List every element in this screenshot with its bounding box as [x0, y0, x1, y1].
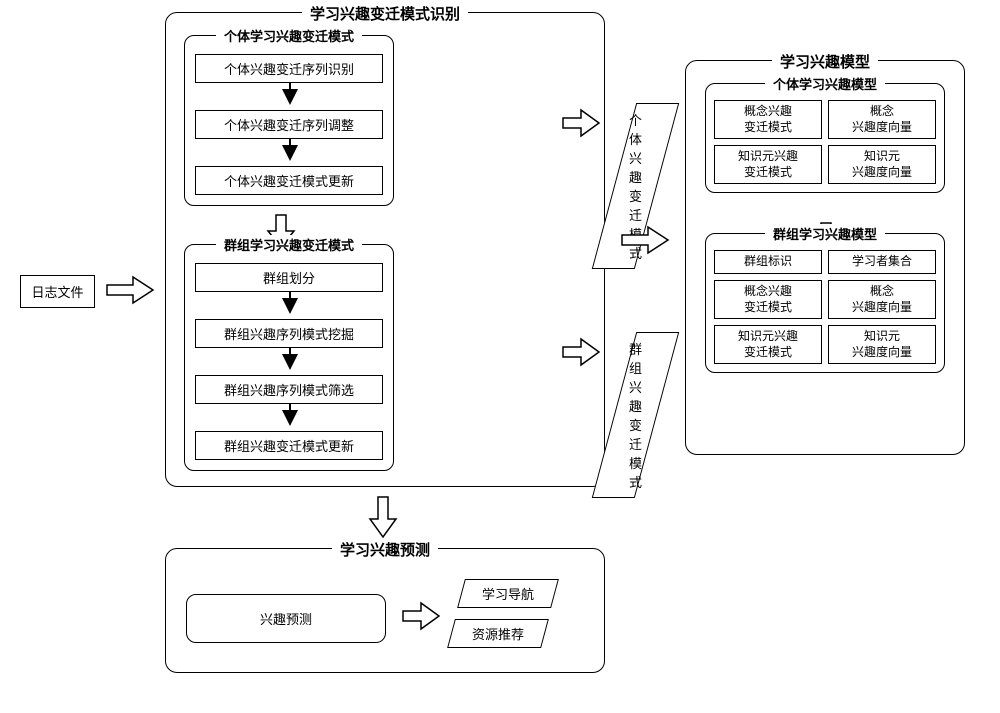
- cell-grp-3: 概念 兴趣度向量: [828, 280, 936, 319]
- panel-interest-model: 学习兴趣模型 个体学习兴趣模型 概念兴趣 变迁模式 概念 兴趣度向量 知识元兴趣…: [685, 60, 965, 455]
- step-group-0: 群组划分: [195, 263, 383, 292]
- group-pattern-title: 群组学习兴趣变迁模式: [216, 235, 362, 254]
- output-rec: 资源推荐: [447, 619, 549, 648]
- prediction-box: 兴趣预测: [197, 605, 375, 632]
- individual-pattern-panel: 个体学习兴趣变迁模式 个体兴趣变迁序列识别 个体兴趣变迁序列调整 个体兴趣变迁模…: [184, 35, 394, 206]
- hollow-arrow-right-icon: [561, 108, 601, 138]
- group-output: 群组兴趣变迁 模式: [592, 332, 679, 498]
- cell-ind-3: 知识元 兴趣度向量: [828, 145, 936, 184]
- prediction-inner: 兴趣预测: [186, 594, 386, 643]
- cell-ind-1: 概念 兴趣度向量: [828, 100, 936, 139]
- individual-model-title: 个体学习兴趣模型: [765, 74, 885, 93]
- cell-grp-4: 知识元兴趣 变迁模式: [714, 325, 822, 364]
- hollow-arrow-right-icon: [561, 337, 601, 367]
- cell-grp-0: 群组标识: [714, 250, 822, 274]
- hollow-arrow-right-icon: [105, 275, 155, 305]
- arrow-down-icon: [195, 292, 385, 314]
- output-nav: 学习导航: [457, 579, 559, 608]
- cell-grp-1: 学习者集合: [828, 250, 936, 274]
- arrow-down-icon: [195, 83, 385, 105]
- cell-grp-5: 知识元 兴趣度向量: [828, 325, 936, 364]
- group-model-panel: 群组学习兴趣模型 群组标识 学习者集合 概念兴趣 变迁模式 概念 兴趣度向量 知…: [705, 233, 945, 373]
- panel3-title: 学习兴趣预测: [332, 539, 438, 560]
- group-pattern-panel: 群组学习兴趣变迁模式 群组划分 群组兴趣序列模式挖掘 群组兴趣序列模式筛选 群组…: [184, 244, 394, 471]
- log-file-box: 日志文件: [20, 275, 95, 308]
- step-group-1: 群组兴趣序列模式挖掘: [195, 319, 383, 348]
- panel-pattern-recognition: 学习兴趣变迁模式识别 个体学习兴趣变迁模式 个体兴趣变迁序列识别 个体兴趣变迁序…: [165, 12, 605, 487]
- panel-prediction: 学习兴趣预测 兴趣预测 学习导航 资源推荐: [165, 548, 605, 673]
- panel2-title: 学习兴趣模型: [772, 51, 878, 72]
- step-individual-1: 个体兴趣变迁序列调整: [195, 110, 383, 139]
- step-individual-2: 个体兴趣变迁模式更新: [195, 166, 383, 195]
- individual-model-panel: 个体学习兴趣模型 概念兴趣 变迁模式 概念 兴趣度向量 知识元兴趣 变迁模式 知…: [705, 83, 945, 193]
- cell-ind-2: 知识元兴趣 变迁模式: [714, 145, 822, 184]
- cell-ind-0: 概念兴趣 变迁模式: [714, 100, 822, 139]
- hollow-arrow-right-icon: [401, 601, 441, 631]
- step-group-2: 群组兴趣序列模式筛选: [195, 375, 383, 404]
- group-model-title: 群组学习兴趣模型: [765, 224, 885, 243]
- step-individual-0: 个体兴趣变迁序列识别: [195, 54, 383, 83]
- step-group-3: 群组兴趣变迁模式更新: [195, 431, 383, 460]
- panel1-title: 学习兴趣变迁模式识别: [302, 3, 468, 24]
- arrow-down-icon: [195, 404, 385, 426]
- hollow-arrow-right-icon: [620, 225, 670, 255]
- arrow-down-icon: [195, 139, 385, 161]
- hollow-arrow-down-icon: [368, 495, 398, 539]
- arrow-down-icon: [195, 348, 385, 370]
- cell-grp-2: 概念兴趣 变迁模式: [714, 280, 822, 319]
- individual-pattern-title: 个体学习兴趣变迁模式: [216, 26, 362, 45]
